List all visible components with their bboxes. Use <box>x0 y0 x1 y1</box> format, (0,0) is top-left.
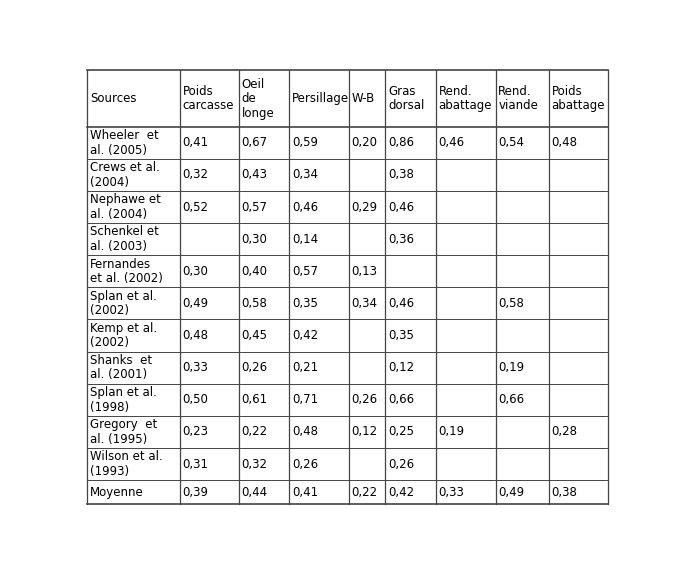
Text: 0,46: 0,46 <box>388 297 414 310</box>
Text: 0,26: 0,26 <box>388 457 414 471</box>
Text: 0,40: 0,40 <box>241 265 267 278</box>
Text: 0,26: 0,26 <box>292 457 318 471</box>
Text: 0,42: 0,42 <box>292 329 318 342</box>
Text: 0,23: 0,23 <box>182 426 209 439</box>
Text: 0,19: 0,19 <box>439 426 465 439</box>
Text: 0,28: 0,28 <box>551 426 578 439</box>
Text: 0,49: 0,49 <box>498 486 524 498</box>
Text: 0,46: 0,46 <box>388 200 414 213</box>
Text: 0,35: 0,35 <box>388 329 414 342</box>
Text: Gras
dorsal: Gras dorsal <box>388 85 424 112</box>
Text: 0,12: 0,12 <box>352 426 378 439</box>
Text: 0,34: 0,34 <box>292 168 318 182</box>
Text: 0,59: 0,59 <box>292 136 318 149</box>
Text: 0,39: 0,39 <box>182 486 209 498</box>
Text: Rend.
viande: Rend. viande <box>498 85 538 112</box>
Text: 0,32: 0,32 <box>241 457 267 471</box>
Text: Poids
abattage: Poids abattage <box>551 85 605 112</box>
Text: 0,57: 0,57 <box>292 265 318 278</box>
Text: 0,22: 0,22 <box>241 426 268 439</box>
Text: 0,71: 0,71 <box>292 393 318 406</box>
Text: 0,33: 0,33 <box>439 486 464 498</box>
Text: 0,12: 0,12 <box>388 361 414 374</box>
Text: 0,44: 0,44 <box>241 486 268 498</box>
Text: Splan et al.
(2002): Splan et al. (2002) <box>90 290 157 317</box>
Text: 0,30: 0,30 <box>241 233 267 246</box>
Text: Persillage: Persillage <box>292 92 349 105</box>
Text: 0,42: 0,42 <box>388 486 414 498</box>
Text: 0,54: 0,54 <box>498 136 524 149</box>
Text: 0,33: 0,33 <box>182 361 208 374</box>
Text: Moyenne: Moyenne <box>90 486 144 498</box>
Text: Oeil
de
longe: Oeil de longe <box>241 77 274 119</box>
Text: 0,21: 0,21 <box>292 361 318 374</box>
Text: Sources: Sources <box>90 92 136 105</box>
Text: 0,67: 0,67 <box>241 136 268 149</box>
Text: Nephawe et
al. (2004): Nephawe et al. (2004) <box>90 193 161 221</box>
Text: 0,48: 0,48 <box>551 136 578 149</box>
Text: Wilson et al.
(1993): Wilson et al. (1993) <box>90 450 163 478</box>
Text: 0,43: 0,43 <box>241 168 267 182</box>
Text: 0,19: 0,19 <box>498 361 524 374</box>
Text: 0,52: 0,52 <box>182 200 209 213</box>
Text: 0,58: 0,58 <box>498 297 524 310</box>
Text: 0,32: 0,32 <box>182 168 209 182</box>
Text: 0,49: 0,49 <box>182 297 209 310</box>
Text: 0,25: 0,25 <box>388 426 414 439</box>
Text: 0,30: 0,30 <box>182 265 208 278</box>
Text: 0,38: 0,38 <box>551 486 577 498</box>
Text: Splan et al.
(1998): Splan et al. (1998) <box>90 386 157 414</box>
Text: Wheeler  et
al. (2005): Wheeler et al. (2005) <box>90 129 159 156</box>
Text: Poids
carcasse: Poids carcasse <box>182 85 234 112</box>
Text: 0,41: 0,41 <box>292 486 318 498</box>
Text: 0,48: 0,48 <box>182 329 209 342</box>
Text: 0,22: 0,22 <box>352 486 378 498</box>
Text: Shanks  et
al. (2001): Shanks et al. (2001) <box>90 354 152 381</box>
Text: Gregory  et
al. (1995): Gregory et al. (1995) <box>90 418 157 446</box>
Text: 0,46: 0,46 <box>439 136 465 149</box>
Text: 0,61: 0,61 <box>241 393 268 406</box>
Text: 0,45: 0,45 <box>241 329 267 342</box>
Text: 0,38: 0,38 <box>388 168 414 182</box>
Text: 0,57: 0,57 <box>241 200 267 213</box>
Text: 0,35: 0,35 <box>292 297 318 310</box>
Text: Kemp et al.
(2002): Kemp et al. (2002) <box>90 322 157 349</box>
Text: Fernandes
et al. (2002): Fernandes et al. (2002) <box>90 258 163 285</box>
Text: 0,14: 0,14 <box>292 233 318 246</box>
Text: 0,26: 0,26 <box>241 361 268 374</box>
Text: 0,50: 0,50 <box>182 393 208 406</box>
Text: W-B: W-B <box>352 92 375 105</box>
Text: 0,41: 0,41 <box>182 136 209 149</box>
Text: 0,48: 0,48 <box>292 426 318 439</box>
Text: 0,20: 0,20 <box>352 136 378 149</box>
Text: Crews et al.
(2004): Crews et al. (2004) <box>90 161 160 189</box>
Text: 0,66: 0,66 <box>388 393 414 406</box>
Text: 0,34: 0,34 <box>352 297 378 310</box>
Text: 0,29: 0,29 <box>352 200 378 213</box>
Text: 0,46: 0,46 <box>292 200 318 213</box>
Text: 0,26: 0,26 <box>352 393 378 406</box>
Text: 0,31: 0,31 <box>182 457 209 471</box>
Text: 0,13: 0,13 <box>352 265 378 278</box>
Text: 0,36: 0,36 <box>388 233 414 246</box>
Text: Rend.
abattage: Rend. abattage <box>439 85 492 112</box>
Text: 0,66: 0,66 <box>498 393 524 406</box>
Text: 0,58: 0,58 <box>241 297 267 310</box>
Text: 0,86: 0,86 <box>388 136 414 149</box>
Text: Schenkel et
al. (2003): Schenkel et al. (2003) <box>90 225 159 253</box>
